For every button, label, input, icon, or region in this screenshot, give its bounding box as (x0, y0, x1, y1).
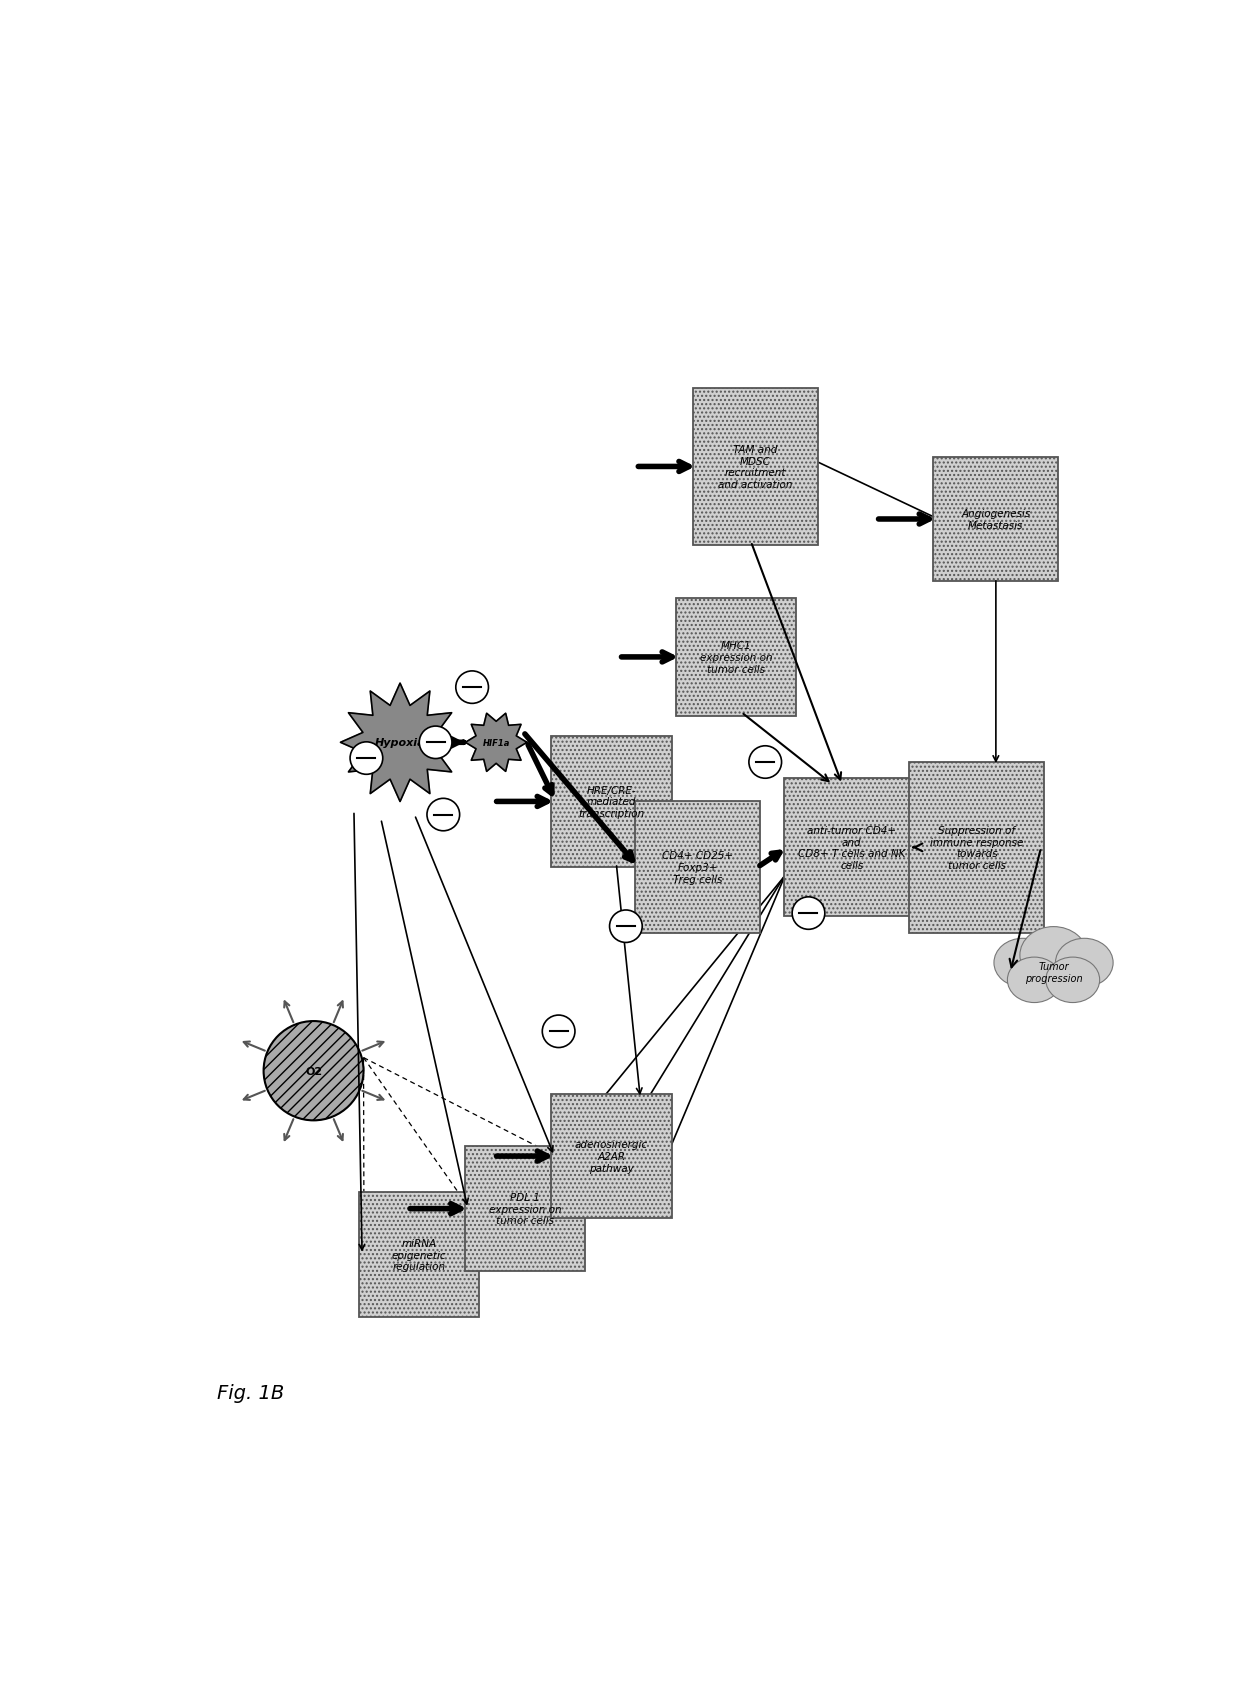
Text: anti-tumor CD4+
and
CD8+ T cells and NK
cells: anti-tumor CD4+ and CD8+ T cells and NK … (799, 825, 905, 870)
Ellipse shape (994, 939, 1052, 987)
Polygon shape (341, 684, 460, 801)
Text: adenosinergic
A2AR
pathway: adenosinergic A2AR pathway (575, 1141, 649, 1173)
Text: CD4+ CD25+
Foxp3+
Treg cells: CD4+ CD25+ Foxp3+ Treg cells (662, 851, 734, 885)
Ellipse shape (456, 672, 489, 704)
Ellipse shape (419, 726, 451, 759)
FancyBboxPatch shape (676, 598, 796, 716)
Ellipse shape (610, 910, 642, 943)
Text: HRE/CRE-
mediated
transcription: HRE/CRE- mediated transcription (578, 786, 645, 818)
FancyBboxPatch shape (693, 389, 818, 546)
Text: Hypoxia: Hypoxia (374, 738, 425, 748)
Text: MHC1
expression on
tumor cells: MHC1 expression on tumor cells (701, 641, 773, 673)
Ellipse shape (1055, 939, 1114, 987)
FancyBboxPatch shape (360, 1192, 480, 1318)
FancyBboxPatch shape (635, 801, 760, 933)
Ellipse shape (542, 1016, 575, 1049)
Text: Fig. 1B: Fig. 1B (217, 1383, 285, 1402)
Ellipse shape (427, 800, 460, 832)
Text: HIF1a: HIF1a (482, 738, 510, 747)
Text: PDL 1
expression on
tumor cells: PDL 1 expression on tumor cells (489, 1192, 562, 1226)
FancyBboxPatch shape (909, 762, 1044, 933)
Text: Suppression of
immune response
towards
tumor cells: Suppression of immune response towards t… (930, 825, 1023, 870)
Ellipse shape (1021, 928, 1087, 984)
Polygon shape (465, 714, 527, 772)
Text: O2: O2 (305, 1066, 322, 1076)
Text: Tumor
progression: Tumor progression (1024, 962, 1083, 984)
Ellipse shape (792, 897, 825, 929)
FancyBboxPatch shape (552, 737, 672, 868)
Text: Angiogenesis
Metastasis: Angiogenesis Metastasis (961, 508, 1030, 530)
Text: miRNA
epigenetic
regulation: miRNA epigenetic regulation (392, 1238, 446, 1272)
FancyBboxPatch shape (934, 457, 1058, 581)
Text: TAM and
MDSC
recruitment
and activation: TAM and MDSC recruitment and activation (718, 445, 792, 489)
FancyBboxPatch shape (552, 1095, 672, 1219)
FancyBboxPatch shape (785, 779, 919, 917)
Ellipse shape (1007, 958, 1061, 1003)
Ellipse shape (350, 742, 383, 774)
Ellipse shape (749, 747, 781, 779)
FancyBboxPatch shape (465, 1146, 585, 1272)
Ellipse shape (264, 1021, 363, 1120)
Ellipse shape (1045, 958, 1100, 1003)
